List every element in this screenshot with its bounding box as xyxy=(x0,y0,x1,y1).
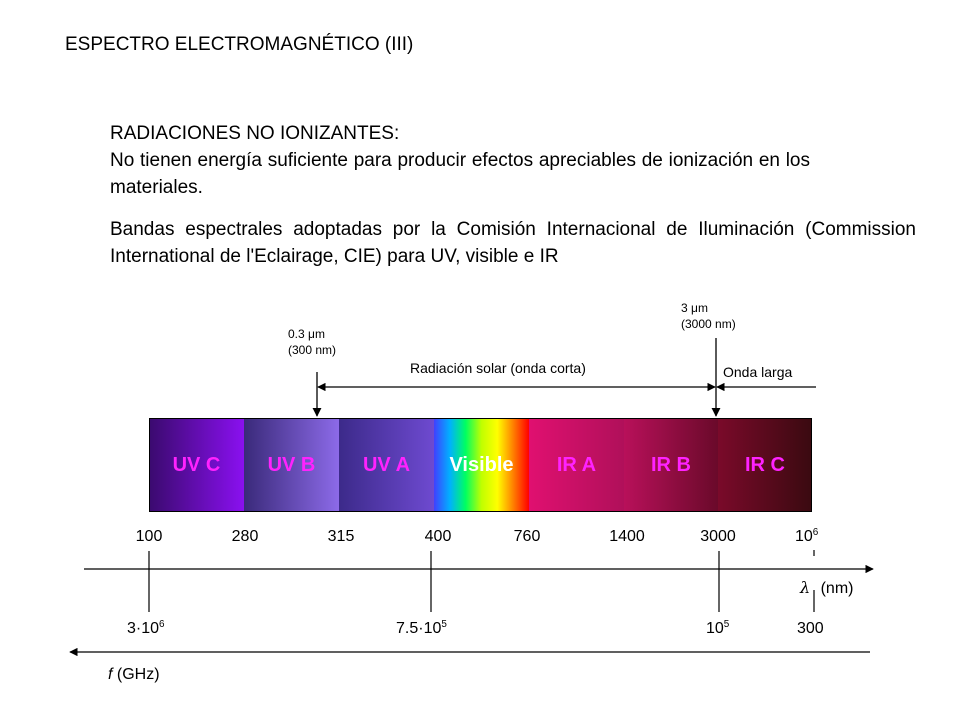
uv-marker-label: 0.3 μm (300 nm) xyxy=(288,327,337,357)
band-uvb: UV B xyxy=(244,418,339,512)
band-uvc: UV C xyxy=(149,418,244,512)
ir-marker-label: 3 μm (3000 nm) xyxy=(681,301,736,331)
long-wave-label: Onda larga xyxy=(723,364,793,380)
non-ionizing-description: No tienen energía suficiente para produc… xyxy=(110,150,810,198)
frequency-label: 105 xyxy=(706,619,730,637)
band-irb: IR B xyxy=(624,418,718,512)
non-ionizing-heading: RADIACIONES NO IONIZANTES: xyxy=(110,123,400,144)
band-uva: UV A xyxy=(339,418,434,512)
wavelength-label: 760 xyxy=(513,528,541,545)
wavelength-axis-label: λ (nm) xyxy=(800,578,854,597)
frequency-label: 300 xyxy=(797,620,824,637)
frequency-axis-label: f (GHz) xyxy=(108,666,160,683)
wavelength-label: 100 xyxy=(135,528,163,545)
frequency-label: 7.5·105 xyxy=(396,619,447,637)
spectrum-border xyxy=(149,418,812,512)
wavelength-label-1e6: 106 xyxy=(795,527,819,545)
cie-description: Bandas espectrales adoptadas por la Comi… xyxy=(110,219,916,267)
band-visible: Visible xyxy=(434,418,529,512)
wavelength-label: 3000 xyxy=(700,528,736,545)
wavelength-label: 315 xyxy=(327,528,355,545)
band-irc: IR C xyxy=(718,418,812,512)
wavelength-label: 280 xyxy=(231,528,259,545)
frequency-label: 3·106 xyxy=(127,619,165,637)
page-title: ESPECTRO ELECTROMAGNÉTICO (III) xyxy=(65,34,414,55)
wavelength-label: 1400 xyxy=(609,528,645,545)
band-ira: IR A xyxy=(529,418,624,512)
wavelength-label: 400 xyxy=(424,528,452,545)
non-ionizing-section: RADIACIONES NO IONIZANTES: No tienen ene… xyxy=(110,120,810,201)
solar-radiation-label: Radiación solar (onda corta) xyxy=(410,360,586,376)
